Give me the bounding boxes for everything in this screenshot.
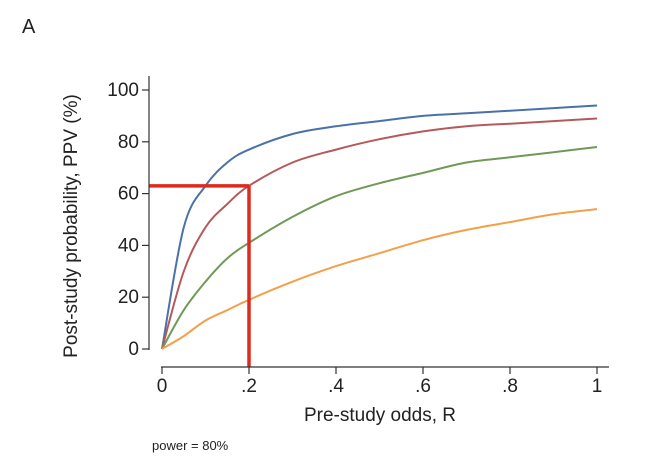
y-tick-label-40: 40	[118, 235, 139, 256]
series-line-4	[161, 208, 598, 350]
series-line-1	[161, 104, 598, 350]
series-line-3	[161, 146, 598, 350]
footnote: power = 80%	[152, 438, 229, 453]
x-tick-label-1: .2	[241, 376, 257, 397]
y-tick-label-100: 100	[107, 80, 139, 101]
x-tick-label-0: 0	[157, 376, 168, 397]
annotation-layer	[149, 184, 251, 367]
x-tick-label-2: .4	[328, 376, 344, 397]
series-layer	[161, 104, 598, 350]
y-tick-label-60: 60	[118, 184, 139, 205]
series-line-2	[161, 117, 598, 350]
x-tick-label-3: .6	[415, 376, 431, 397]
ppv-chart: 0 20 40 60 80 100 0 .2 .4 .6 .8 1	[107, 76, 609, 397]
panel-label: A	[22, 16, 36, 38]
x-axis-title: Pre-study odds, R	[304, 405, 456, 426]
y-tick-label-0: 0	[128, 339, 139, 360]
y-tick-label-20: 20	[118, 287, 139, 308]
x-tick-label-4: .8	[502, 376, 518, 397]
axes-layer: 0 20 40 60 80 100 0 .2 .4 .6 .8 1	[107, 76, 609, 397]
y-axis-title: Post-study probability, PPV (%)	[61, 94, 82, 358]
x-tick-label-5: 1	[592, 376, 603, 397]
y-tick-label-80: 80	[118, 132, 139, 153]
